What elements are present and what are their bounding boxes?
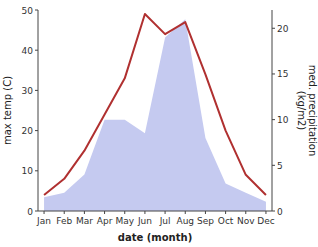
chart-container: JanFebMarAprMayJunJulAugSepOctNovDec0102… [0, 0, 318, 247]
precipitation-area [44, 19, 266, 211]
x-tick [144, 211, 145, 214]
x-axis-label: date (month) [118, 232, 192, 243]
x-tick [64, 211, 65, 214]
x-tick-label: Apr [97, 216, 113, 226]
y2-tick [272, 119, 275, 120]
x-tick [185, 211, 186, 214]
x-tick-label: Nov [237, 216, 255, 226]
y-tick [35, 130, 38, 131]
temperature-line [44, 14, 266, 195]
y2-axis-label: med. precipitation(kg/m2) [296, 65, 318, 157]
x-tick [104, 211, 105, 214]
y-tick-label: 10 [22, 166, 34, 176]
y2-tick-label: 20 [277, 24, 289, 34]
plot-area [44, 14, 266, 211]
y-tick-label: 30 [22, 86, 34, 96]
y2-axis-line [272, 10, 273, 211]
x-tick-label: Dec [257, 216, 274, 226]
y2-tick-label: 0 [277, 207, 283, 217]
y2-tick-label: 10 [277, 115, 289, 125]
y2-tick [272, 211, 275, 212]
y-tick-label: 20 [22, 126, 34, 136]
x-tick-label: Aug [176, 216, 194, 226]
x-tick-label: Mar [76, 216, 93, 226]
y2-tick [272, 165, 275, 166]
x-tick [165, 211, 166, 214]
y-tick [35, 50, 38, 51]
x-tick-label: Jan [36, 216, 51, 226]
y-axis-label: max temp (C) [2, 76, 13, 145]
x-tick-label: Sep [197, 216, 214, 226]
x-tick [245, 211, 246, 214]
chart: JanFebMarAprMayJunJulAugSepOctNovDec0102… [0, 0, 318, 247]
y-tick-label: 40 [22, 46, 34, 56]
y-tick [35, 170, 38, 171]
x-axis-line [38, 211, 272, 212]
y2-tick [272, 73, 275, 74]
x-tick [84, 211, 85, 214]
x-tick-label: Feb [56, 216, 72, 226]
y2-tick-label: 5 [277, 161, 283, 171]
x-tick-label: Oct [218, 216, 234, 226]
y-tick [35, 10, 38, 11]
y2-tick [272, 28, 275, 29]
x-tick [205, 211, 206, 214]
x-tick [265, 211, 266, 214]
x-tick [124, 211, 125, 214]
x-tick [225, 211, 226, 214]
x-tick-label: Jun [137, 216, 152, 226]
y-axis-line [38, 10, 39, 211]
x-tick-label: May [115, 216, 134, 226]
x-tick-label: Jul [159, 216, 171, 226]
y-tick [35, 90, 38, 91]
x-tick [44, 211, 45, 214]
y-tick-label: 0 [27, 207, 33, 217]
y-tick [35, 211, 38, 212]
y2-tick-label: 15 [277, 69, 288, 79]
y-tick-label: 50 [22, 6, 34, 16]
